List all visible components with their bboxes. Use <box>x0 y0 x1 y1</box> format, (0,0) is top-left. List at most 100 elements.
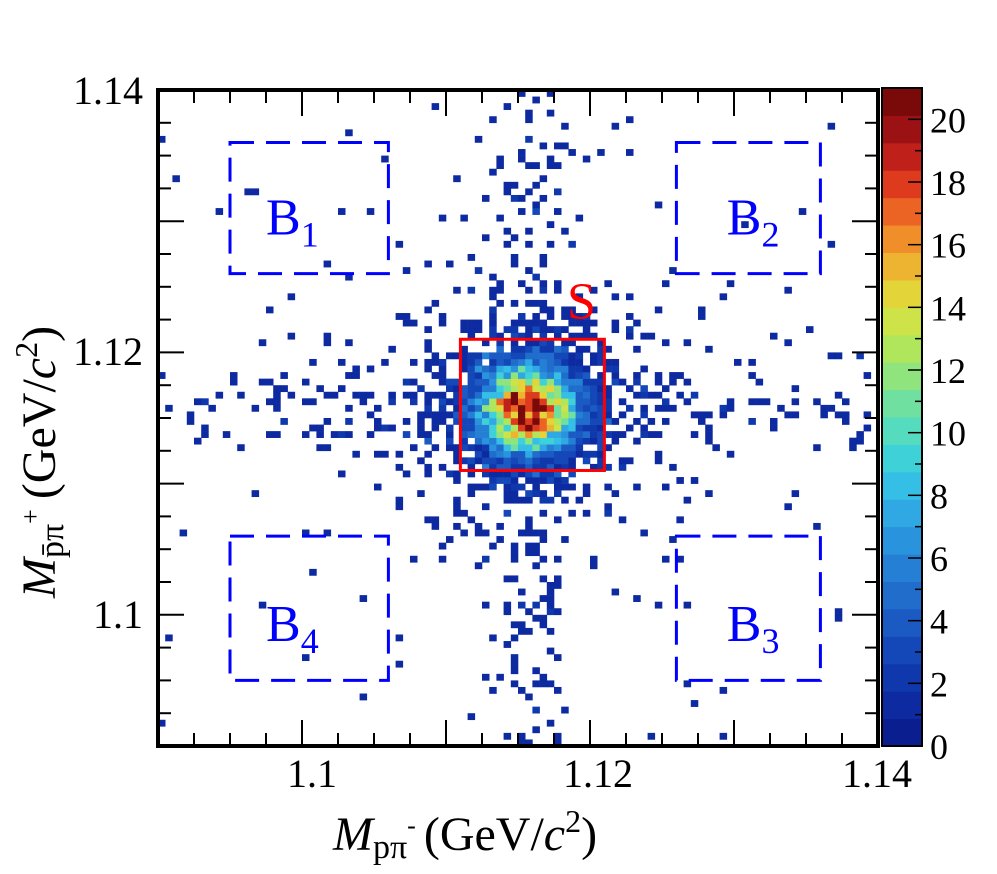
histogram-cell <box>532 391 540 399</box>
region-label-b2: B2 <box>727 189 780 254</box>
histogram-cell <box>834 352 843 360</box>
histogram-cell <box>518 378 526 386</box>
color-scale-segment <box>882 499 922 528</box>
histogram-cell <box>654 450 663 458</box>
histogram-cell <box>525 378 533 386</box>
histogram-cell <box>453 457 461 465</box>
histogram-cell <box>561 398 569 406</box>
histogram-cell <box>453 398 461 406</box>
histogram-cell <box>431 444 440 452</box>
histogram-cell <box>726 404 735 412</box>
color-scale-segment <box>882 170 922 199</box>
histogram-cell <box>633 418 641 425</box>
histogram-cell <box>604 509 612 517</box>
histogram-cell <box>525 116 533 124</box>
histogram-cell <box>568 457 576 465</box>
histogram-cell <box>539 431 548 438</box>
histogram-cell <box>496 444 504 452</box>
histogram-cell <box>525 431 533 438</box>
histogram-cell <box>604 365 612 373</box>
histogram-cell <box>532 667 540 675</box>
histogram-cell <box>518 411 526 419</box>
histogram-cell <box>410 391 418 399</box>
histogram-cell <box>352 365 360 373</box>
histogram-cell <box>582 490 591 498</box>
histogram-cell <box>539 260 548 268</box>
histogram-cell <box>568 365 576 373</box>
histogram-cell <box>266 398 274 406</box>
histogram-cell <box>546 431 555 438</box>
histogram-cell <box>856 431 864 438</box>
color-scale-label: 12 <box>930 351 966 391</box>
histogram-cell <box>510 477 519 484</box>
histogram-cell <box>496 470 504 478</box>
histogram-cell <box>266 306 274 314</box>
histogram-cell <box>518 313 526 320</box>
histogram-cell <box>532 372 540 379</box>
histogram-cell <box>582 326 591 334</box>
histogram-cells <box>158 90 872 746</box>
y-tick-label-1-14: 1.14 <box>73 68 143 113</box>
histogram-cell <box>518 332 526 340</box>
histogram-cell <box>453 378 461 386</box>
histogram-cell <box>568 149 576 156</box>
histogram-cell <box>431 411 440 419</box>
histogram-cell <box>554 483 562 491</box>
histogram-cell <box>597 398 605 406</box>
histogram-cell <box>503 424 512 432</box>
histogram-cell <box>395 463 404 471</box>
histogram-cell <box>438 391 447 399</box>
histogram-cell <box>352 450 360 458</box>
histogram-cell <box>532 411 540 419</box>
histogram-cell <box>460 214 468 222</box>
histogram-cell <box>417 385 425 393</box>
histogram-cell <box>496 431 504 438</box>
histogram-cell <box>611 365 620 373</box>
histogram-cell <box>287 332 296 340</box>
histogram-cell <box>453 503 461 511</box>
histogram-cell <box>532 477 540 484</box>
histogram-cell <box>525 352 533 360</box>
histogram-cell <box>446 444 454 452</box>
histogram-cell <box>518 358 526 366</box>
histogram-cell <box>719 686 728 694</box>
histogram-cell <box>525 286 533 294</box>
histogram-cell <box>438 378 447 386</box>
histogram-cell <box>554 463 562 471</box>
histogram-cell <box>604 385 612 393</box>
histogram-cell <box>273 385 281 393</box>
histogram-cell <box>323 418 332 425</box>
histogram-cell <box>503 372 512 379</box>
histogram-cell <box>726 398 735 406</box>
histogram-cell <box>834 411 843 419</box>
histogram-cell <box>539 477 548 484</box>
histogram-cell <box>719 732 728 740</box>
histogram-cell <box>489 293 497 301</box>
histogram-cell <box>626 385 634 393</box>
histogram-cell <box>611 372 620 379</box>
histogram-cell <box>597 358 605 366</box>
histogram-cell <box>345 372 353 379</box>
histogram-cell <box>633 319 641 327</box>
histogram-cell <box>424 470 432 478</box>
histogram-cell <box>424 345 432 353</box>
histogram-cell <box>503 418 512 425</box>
histogram-cell <box>410 398 418 406</box>
histogram-cell <box>424 463 432 471</box>
histogram-cell <box>575 313 584 320</box>
histogram-cell <box>510 450 519 458</box>
histogram-cell <box>489 463 497 471</box>
histogram-cell <box>539 529 548 537</box>
histogram-cell <box>453 496 461 504</box>
histogram-cell <box>683 339 692 347</box>
histogram-cell <box>489 634 497 642</box>
histogram-cell <box>402 391 411 399</box>
histogram-cell <box>539 595 548 602</box>
histogram-cell <box>237 391 245 399</box>
histogram-cell <box>532 680 540 688</box>
histogram-cell <box>496 437 504 445</box>
histogram-cell <box>561 431 569 438</box>
histogram-cell <box>554 326 562 334</box>
histogram-cell <box>438 319 447 327</box>
histogram-cell <box>554 608 562 616</box>
